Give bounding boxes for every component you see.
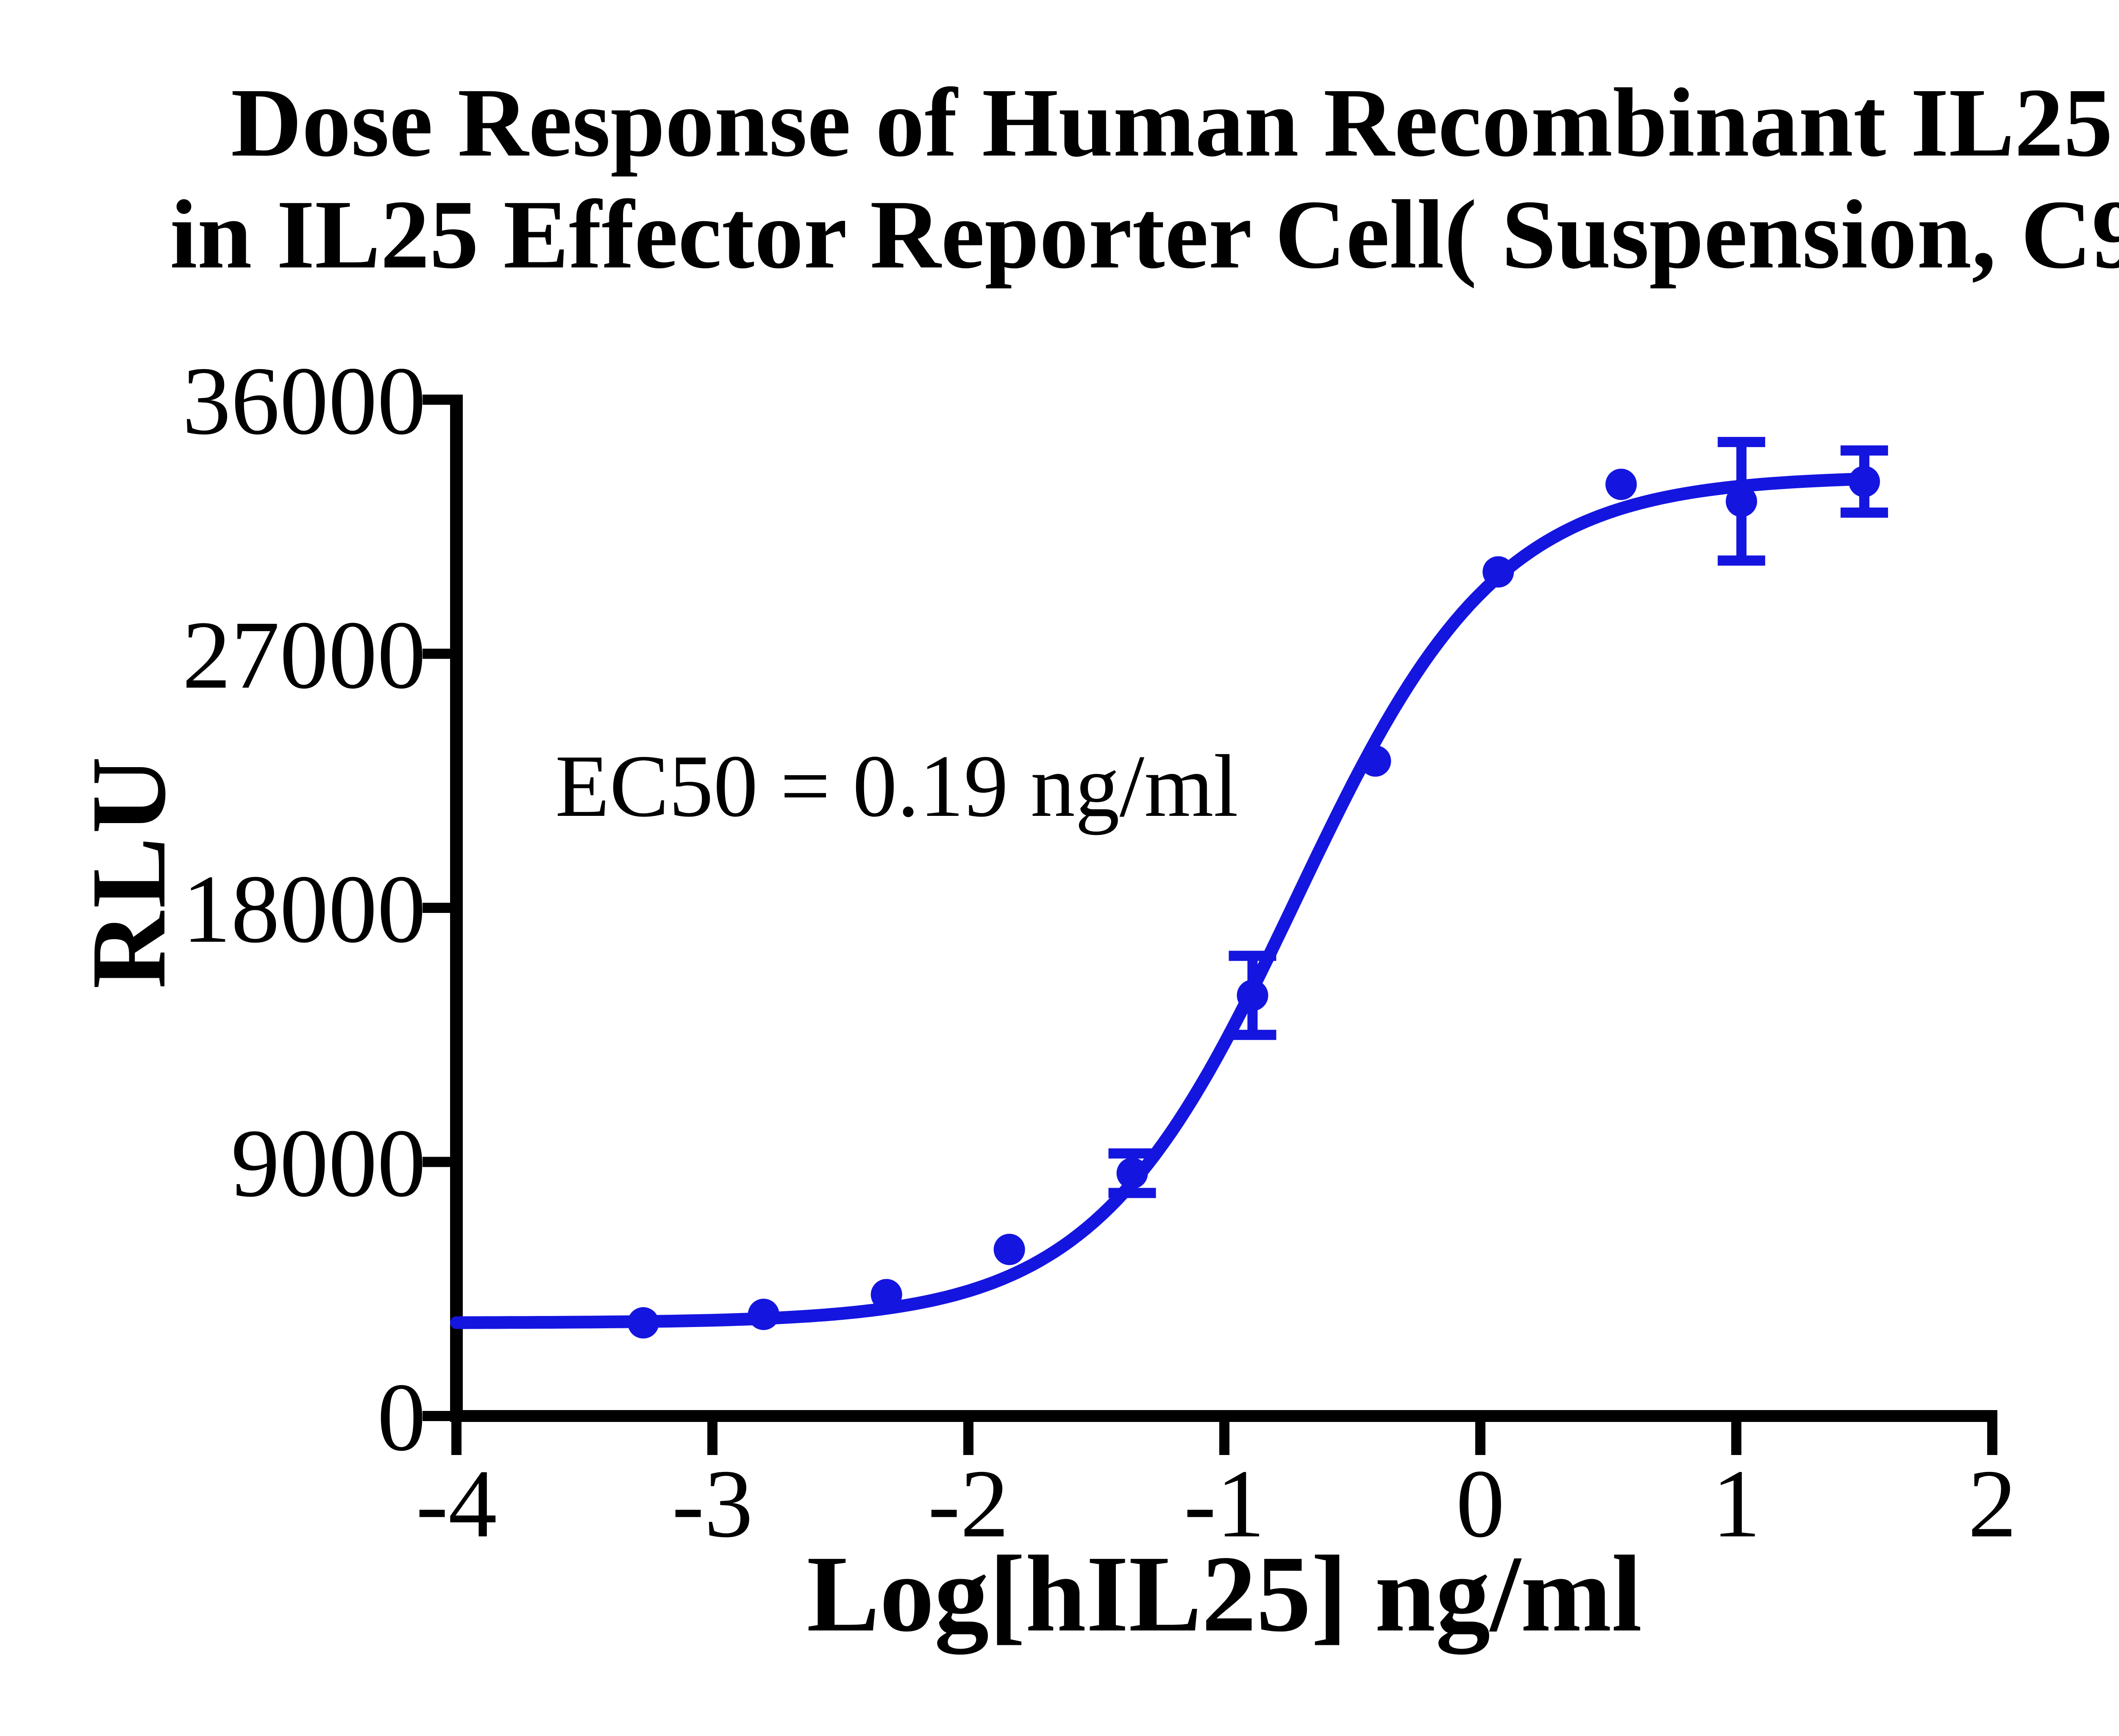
data-point bbox=[1360, 745, 1391, 777]
y-axis-spine bbox=[450, 395, 463, 1422]
y-tick-label: 18000 bbox=[182, 855, 426, 963]
fit-curve bbox=[450, 472, 1876, 1329]
data-point bbox=[748, 1299, 779, 1330]
y-tick-label: 36000 bbox=[182, 347, 426, 455]
x-tick bbox=[1731, 1422, 1741, 1455]
data-point bbox=[1726, 485, 1757, 517]
y-tick bbox=[423, 648, 450, 659]
y-tick-label: 27000 bbox=[182, 601, 426, 709]
data-point bbox=[993, 1233, 1025, 1265]
chart-title: Dose Response of Human Recombinant IL25 … bbox=[0, 67, 2119, 291]
x-tick-label: 1 bbox=[1712, 1449, 1761, 1558]
data-point bbox=[1116, 1157, 1148, 1189]
x-tick-label: 2 bbox=[1968, 1449, 2017, 1558]
chart-title-line2: in IL25 Effector Reporter Cell( Suspensi… bbox=[170, 180, 2119, 289]
y-tick-label: 9000 bbox=[231, 1109, 426, 1217]
x-tick bbox=[707, 1422, 717, 1455]
data-point bbox=[1482, 556, 1514, 588]
x-tick-label: -2 bbox=[928, 1449, 1009, 1558]
data-point bbox=[627, 1307, 659, 1339]
data-point bbox=[1237, 979, 1268, 1011]
data-point bbox=[1849, 466, 1880, 498]
x-tick-label: -3 bbox=[672, 1449, 753, 1558]
y-tick bbox=[423, 1411, 450, 1421]
chart-title-line1: Dose Response of Human Recombinant IL25 bbox=[231, 68, 2113, 177]
x-tick bbox=[451, 1422, 462, 1455]
data-point bbox=[1605, 468, 1637, 500]
x-axis-title: Log[hIL25] ng/ml bbox=[806, 1533, 1642, 1654]
x-tick bbox=[963, 1422, 973, 1455]
y-tick bbox=[423, 1157, 450, 1167]
y-tick bbox=[423, 395, 450, 405]
x-axis-spine bbox=[450, 1410, 1997, 1422]
y-axis-title: RLU bbox=[69, 753, 188, 989]
x-tick bbox=[1987, 1422, 1997, 1455]
y-tick bbox=[423, 903, 450, 913]
x-tick-label: 0 bbox=[1456, 1449, 1505, 1558]
y-tick-label: 0 bbox=[377, 1363, 426, 1471]
x-tick bbox=[1219, 1422, 1229, 1455]
x-tick bbox=[1475, 1422, 1485, 1455]
data-point bbox=[870, 1279, 902, 1310]
x-tick-label: -4 bbox=[416, 1449, 497, 1558]
x-tick-label: -1 bbox=[1184, 1449, 1265, 1558]
ec50-annotation: EC50 = 0.19 ng/ml bbox=[555, 737, 1238, 835]
